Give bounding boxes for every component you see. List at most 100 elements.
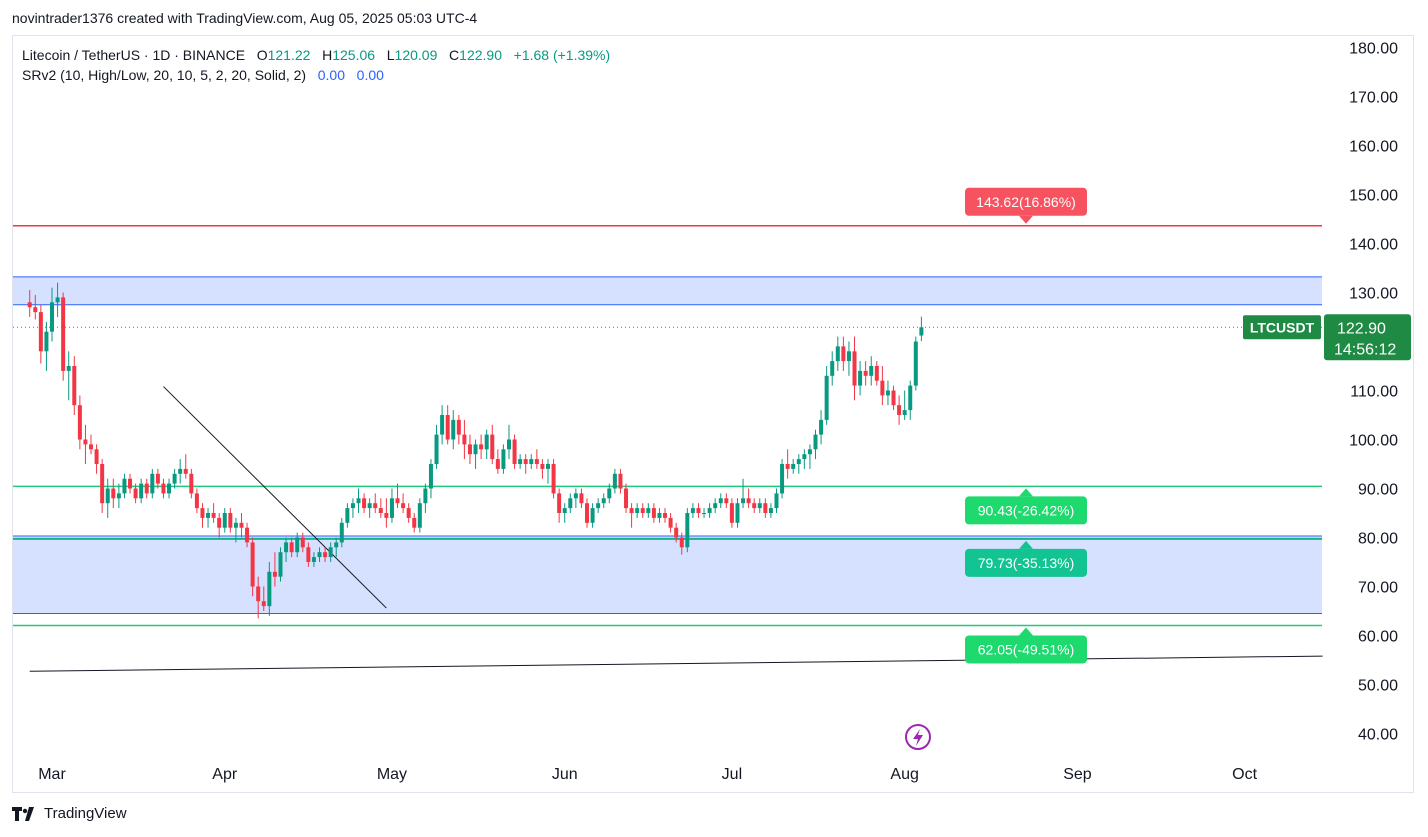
lightning-icon[interactable]: [905, 724, 931, 750]
trendline[interactable]: [29, 655, 1323, 672]
last-price-tag-box: [1324, 314, 1411, 361]
candle-body: [629, 508, 634, 513]
candle-body: [802, 454, 807, 460]
candle: [830, 351, 835, 386]
candle: [768, 503, 773, 518]
candle: [885, 380, 890, 406]
candle-body: [228, 513, 233, 528]
candle: [284, 537, 289, 562]
candle: [724, 493, 729, 509]
candle-body: [434, 434, 439, 464]
candle-body: [150, 473, 155, 494]
candle: [651, 503, 656, 523]
x-tick-label: Apr: [212, 766, 238, 783]
candle-body: [334, 542, 339, 548]
candle: [863, 361, 868, 386]
candle: [646, 503, 651, 518]
candle: [607, 483, 612, 504]
x-tick-label: Oct: [1232, 766, 1257, 783]
candle-body: [557, 493, 562, 513]
candle-body: [696, 508, 701, 513]
candle-body: [178, 468, 183, 474]
candle: [155, 468, 160, 489]
candle: [562, 503, 567, 523]
candle-body: [373, 503, 378, 509]
candle-body: [44, 331, 49, 352]
candle: [796, 454, 801, 474]
candle: [183, 454, 188, 479]
candle-body: [451, 419, 456, 440]
trendline[interactable]: [163, 386, 387, 609]
candle-body: [763, 503, 768, 513]
candle: [858, 361, 863, 396]
candle-body: [523, 459, 528, 464]
level-label-text: 90.43(-26.42%): [978, 502, 1075, 518]
symbol-tag-text: LTCUSDT: [1250, 319, 1315, 335]
candle: [451, 410, 456, 450]
candle: [139, 478, 144, 504]
low-value: 120.09: [394, 47, 438, 63]
candle: [757, 498, 762, 513]
candle: [707, 503, 712, 518]
candle-body: [573, 493, 578, 499]
candle: [161, 478, 166, 499]
y-tick-label: 170.00: [1349, 90, 1398, 107]
candle-body: [506, 439, 511, 450]
candle-body: [824, 375, 829, 420]
candle: [484, 429, 489, 460]
candle: [540, 459, 545, 479]
level-label: 79.73(-35.13%): [965, 540, 1087, 577]
level-label: 143.62(16.86%): [965, 187, 1087, 224]
candle: [339, 517, 344, 548]
candle: [891, 385, 896, 411]
candle-body: [495, 459, 500, 469]
symbol-name[interactable]: Litecoin / TetherUS · 1D · BINANCE: [22, 47, 246, 63]
candle: [428, 459, 433, 499]
candle-body: [880, 380, 885, 396]
footer-brand[interactable]: TradingView: [12, 805, 127, 822]
candle-body: [785, 464, 790, 469]
candle-body: [807, 449, 812, 455]
candle: [512, 434, 517, 469]
candle: [373, 493, 378, 513]
candle-body: [690, 508, 695, 513]
candle-body: [501, 449, 506, 469]
candle-body: [267, 571, 272, 607]
candle: [306, 542, 311, 567]
candle: [406, 503, 411, 523]
candle: [846, 341, 851, 376]
ohlc-row: Litecoin / TetherUS · 1D · BINANCE O121.…: [22, 45, 610, 65]
candle-body: [100, 464, 105, 504]
candle-body: [412, 517, 417, 528]
x-tick-label: Aug: [890, 766, 918, 783]
symbol-tag[interactable]: LTCUSDT: [1243, 315, 1321, 340]
candle: [384, 498, 389, 528]
candle-body: [757, 503, 762, 509]
candle: [456, 415, 461, 445]
candle: [367, 498, 372, 518]
candle-body: [189, 473, 194, 494]
candle-body: [105, 488, 110, 504]
level-label: 62.05(-49.51%): [965, 627, 1087, 664]
candle: [835, 336, 840, 371]
candle-body: [663, 513, 668, 518]
candle-body: [545, 464, 550, 469]
candle-body: [601, 498, 606, 504]
y-tick-label: 100.00: [1349, 433, 1398, 450]
candle: [228, 508, 233, 533]
candle: [401, 493, 406, 513]
candle: [874, 361, 879, 386]
candle: [434, 424, 439, 469]
indicator-name[interactable]: SRv2 (10, High/Low, 20, 10, 5, 2, 20, So…: [22, 67, 307, 83]
candle-body: [417, 503, 422, 528]
candle: [629, 503, 634, 528]
candle-body: [685, 513, 690, 548]
level-label: 90.43(-26.42%): [965, 488, 1087, 525]
candle: [250, 537, 255, 597]
candle-body: [116, 493, 121, 499]
candle-body: [289, 542, 294, 553]
candle-body: [300, 537, 305, 548]
level-label-arrow: [1019, 627, 1033, 636]
level-labels: 143.62(16.86%) 90.43(-26.42%) 79.73(-35.13…: [965, 187, 1087, 664]
